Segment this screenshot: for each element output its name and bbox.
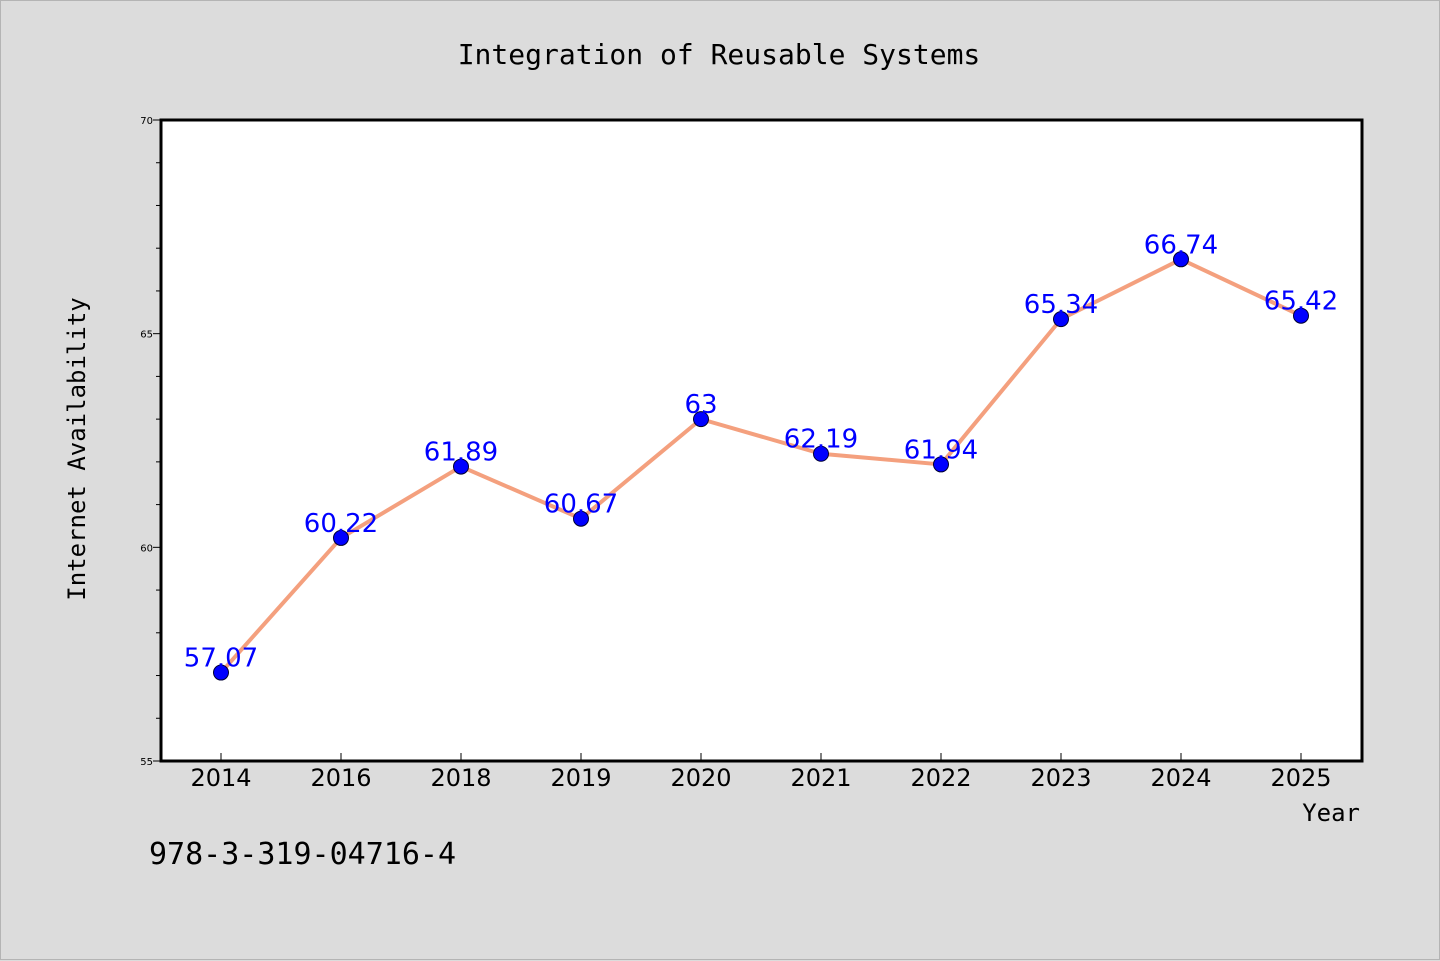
plot-area	[159, 118, 1364, 763]
x-tick-label: 2021	[790, 764, 851, 792]
x-tick-label: 2019	[550, 764, 611, 792]
y-axis: 55 60 65 70	[140, 116, 161, 768]
data-point-2025	[1293, 307, 1309, 324]
data-label-2019: 60.67	[544, 490, 618, 520]
y-tick-label: 65	[140, 330, 153, 341]
data-label-2014: 57.07	[184, 644, 258, 674]
data-markers	[213, 251, 1309, 681]
x-tick-label: 2024	[1150, 764, 1211, 792]
x-tick-label: 2020	[670, 764, 731, 792]
data-label-2022: 61.94	[904, 435, 978, 465]
data-label-2023: 65.34	[1024, 290, 1098, 320]
y-tick-label: 70	[140, 116, 153, 127]
x-tick-label: 2016	[310, 764, 371, 792]
data-labels: 57.07 60.22 61.89 60.67 63 62.19 61.94 65.34 66.…	[184, 230, 1338, 673]
x-axis-title: Year	[1302, 799, 1360, 827]
data-point-2016	[333, 529, 349, 546]
data-point-2018	[453, 458, 469, 475]
y-tick-label: 60	[140, 543, 153, 554]
data-label-2020: 63	[684, 390, 717, 420]
data-point-2019	[573, 510, 589, 527]
footnote-isbn: 978-3-319-04716-4	[149, 837, 456, 872]
data-point-2024	[1173, 251, 1189, 268]
x-tick-label: 2022	[910, 764, 971, 792]
x-tick-label: 2014	[190, 764, 251, 792]
data-label-2024: 66.74	[1144, 230, 1218, 260]
x-tick-label: 2023	[1030, 764, 1091, 792]
data-label-2021: 62.19	[784, 425, 858, 455]
data-point-2022	[933, 456, 949, 473]
x-tick-label: 2018	[430, 764, 491, 792]
data-point-2021	[813, 445, 829, 462]
data-point-2020	[693, 411, 709, 428]
x-axis: 2014 2016 2018 2019 2020 2021 2022 2023 2024 2025	[190, 753, 1332, 792]
x-tick-label: 2025	[1270, 764, 1331, 792]
data-label-2016: 60.22	[304, 509, 378, 539]
y-tick-label: 55	[140, 757, 153, 768]
y-axis-title: Internet Availability	[63, 297, 91, 600]
data-label-2018: 61.89	[424, 438, 498, 468]
data-point-2014	[213, 664, 229, 681]
chart-title: Integration of Reusable Systems	[458, 38, 981, 71]
series-line	[219, 257, 1302, 674]
data-point-2023	[1053, 311, 1069, 328]
data-label-2025: 65.42	[1264, 287, 1338, 317]
